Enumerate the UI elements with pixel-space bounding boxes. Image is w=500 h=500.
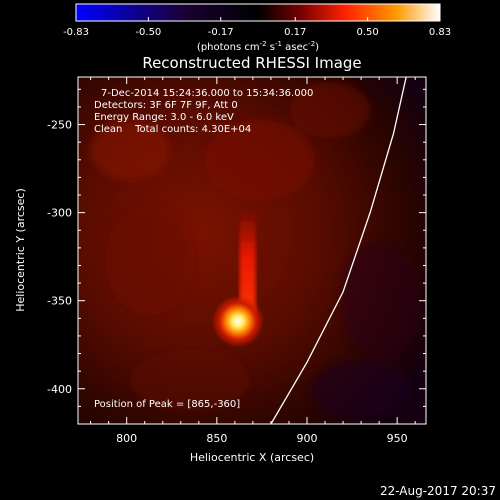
- y-axis-label: Heliocentric Y (arcsec): [14, 188, 27, 312]
- colorbar-tick-label: 0.17: [284, 27, 306, 38]
- y-tick-label: -400: [47, 383, 72, 396]
- peak-source: [211, 295, 264, 348]
- y-tick-label: -350: [47, 295, 72, 308]
- x-axis-ticks: 800 850 900 950: [90, 77, 416, 445]
- rhessi-image: [78, 77, 426, 424]
- colorbar: [75, 3, 441, 22]
- x-tick-label: 850: [206, 432, 227, 445]
- x-tick-label: 900: [296, 432, 317, 445]
- x-tick-label: 950: [387, 432, 408, 445]
- annotation-energy-range: Energy Range: 3.0 - 6.0 keV: [94, 112, 234, 123]
- plot-frame: [77, 76, 427, 425]
- annotation-detectors: Detectors: 3F 6F 7F 9F, Att 0: [94, 100, 238, 111]
- annotation-clean-counts: Clean Total counts: 4.30E+04: [94, 124, 251, 135]
- chart-title: Reconstructed RHESSI Image: [142, 54, 361, 72]
- x-tick-label: 800: [116, 432, 137, 445]
- y-tick-label: -300: [47, 207, 72, 220]
- footer-timestamp: 22-Aug-2017 20:37: [380, 484, 496, 498]
- annotation-block: 7-Dec-2014 15:24:36.000 to 15:34:36.000 …: [94, 88, 313, 410]
- source-extension: [239, 212, 256, 315]
- colorbar-units: (photons cm-2 s-1 asec-2): [197, 40, 319, 53]
- y-axis-ticks: -250 -300 -350 -400: [47, 88, 426, 407]
- y-tick-label: -250: [47, 119, 72, 132]
- colorbar-tick-label: -0.83: [63, 27, 89, 38]
- colorbar-tick-label: 0.50: [357, 27, 379, 38]
- annotation-time-range: 7-Dec-2014 15:24:36.000 to 15:34:36.000: [101, 88, 313, 99]
- solar-limb-curve: [270, 77, 407, 424]
- colorbar-tick-label: -0.50: [135, 27, 161, 38]
- x-axis-label: Heliocentric X (arcsec): [190, 451, 314, 464]
- colorbar-ticks: -0.83 -0.50 -0.17 0.17 0.50 0.83: [63, 17, 451, 38]
- annotation-peak-position: Position of Peak = [865,-360]: [94, 399, 240, 410]
- colorbar-tick-label: 0.83: [429, 27, 451, 38]
- colorbar-tick-label: -0.17: [208, 27, 234, 38]
